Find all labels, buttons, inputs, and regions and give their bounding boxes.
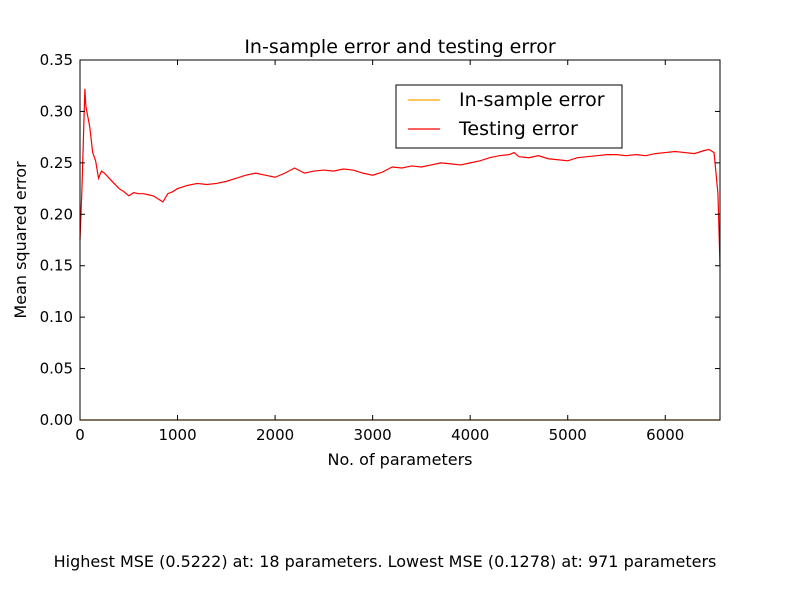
y-tick-label: 0.20: [40, 205, 73, 223]
x-tick-label: 3000: [354, 426, 392, 444]
legend-label-in-sample: In-sample error: [459, 89, 605, 111]
x-tick-label: 5000: [549, 426, 587, 444]
y-tick-label: 0.15: [40, 257, 73, 275]
x-axis-label: No. of parameters: [328, 450, 473, 469]
x-tick-label: 6000: [646, 426, 684, 444]
y-tick-label: 0.25: [40, 154, 73, 172]
y-axis-label: Mean squared error: [11, 161, 30, 319]
legend-box: [395, 84, 623, 149]
y-tick-label: 0.05: [40, 360, 73, 378]
axes-layer: 0 1000 2000 3000 4000 5000 6000 0.00 0.05 0.10 0.1…: [40, 51, 721, 444]
chart-title: In-sample error and testing error: [244, 36, 556, 58]
legend: In-sample error Testing error: [395, 84, 623, 149]
y-tick-label: 0.35: [40, 51, 73, 69]
x-tick-label: 2000: [256, 426, 294, 444]
plot-frame: [79, 59, 721, 421]
x-tick-label: 1000: [158, 426, 196, 444]
y-tick-label: 0.30: [40, 102, 73, 120]
x-tick-label: 4000: [451, 426, 489, 444]
series-line-1: [79, 88, 721, 266]
y-tick-label: 0.00: [40, 411, 73, 429]
caption: Highest MSE (0.5222) at: 18 parameters. …: [53, 552, 717, 571]
x-tick-label: 0: [75, 426, 85, 444]
y-tick-label: 0.10: [40, 308, 73, 326]
legend-label-testing: Testing error: [458, 118, 578, 140]
